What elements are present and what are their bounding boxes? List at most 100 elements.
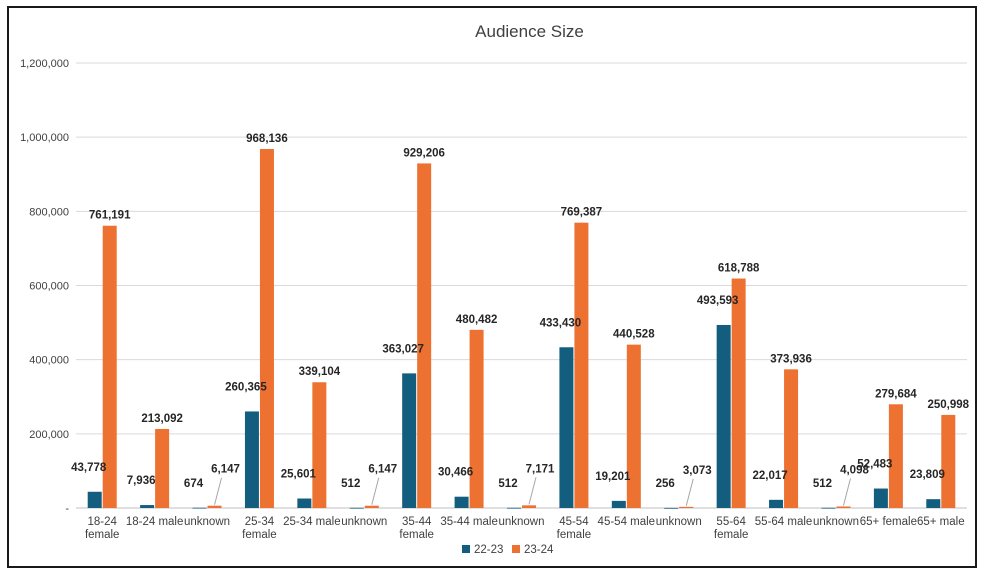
x-category-line: 65+ male [917, 516, 965, 528]
bar-23-24 [312, 382, 327, 508]
data-label-23-24: 6,147 [211, 464, 240, 476]
data-label-23-24: 761,191 [89, 210, 131, 222]
x-category-line: female [399, 529, 434, 541]
x-category-label: 65+ male [917, 516, 965, 528]
data-label-23-24: 4,098 [840, 464, 869, 476]
x-category-label: unknown [184, 516, 230, 528]
leader-line [371, 477, 380, 505]
bar-22-23 [716, 324, 731, 508]
data-label-23-24: 3,073 [683, 465, 712, 477]
x-category-label: 25-34 female [242, 516, 277, 541]
data-label-22-23: 25,601 [281, 469, 317, 481]
data-label-22-23: 512 [813, 478, 832, 490]
leader-line [842, 478, 851, 506]
x-category-line: 25-34 male [283, 516, 341, 528]
y-tick-label: - [65, 503, 69, 515]
x-category-line: 18-24 male [126, 516, 184, 528]
data-label-23-24: 339,104 [299, 366, 341, 378]
bar-22-23 [192, 507, 207, 509]
legend-label-22-23: 22-23 [474, 544, 503, 556]
x-category-line: 18-24 [87, 516, 117, 528]
data-label-22-23: 512 [341, 478, 360, 490]
bar-23-24 [784, 369, 799, 508]
bar-23-24 [364, 505, 379, 508]
x-category-line: unknown [341, 516, 387, 528]
leader-line [528, 477, 537, 505]
data-label-22-23: 22,017 [752, 470, 787, 482]
gridlines [76, 62, 967, 509]
data-label-22-23: 19,201 [595, 471, 631, 483]
bar-22-23 [821, 507, 836, 509]
data-label-22-23: 493,593 [697, 295, 739, 307]
data-label-22-23: 260,365 [225, 381, 267, 393]
bar-23-24 [522, 505, 536, 508]
x-category-line: 35-44 [402, 516, 432, 528]
x-category-line: female [242, 529, 277, 541]
bar-23-24 [207, 505, 222, 508]
x-category-label: unknown [656, 516, 702, 528]
y-axis-ticks: - 200,000 400,000 600,000 800,000 1,000,000 1,… [20, 58, 69, 515]
x-category-line: unknown [813, 516, 859, 528]
data-label-22-23: 674 [184, 478, 204, 490]
y-tick-label: 1,200,000 [20, 58, 69, 70]
leader-line [214, 477, 223, 505]
bar-23-24 [469, 329, 484, 508]
data-label-22-23: 363,027 [382, 343, 424, 355]
y-tick-label: 600,000 [29, 281, 69, 293]
bar-22-23 [559, 347, 574, 508]
data-label-23-24: 769,387 [561, 207, 603, 219]
bar-22-23 [873, 488, 888, 508]
bar-23-24 [155, 428, 170, 508]
legend-swatch-22-23 [462, 545, 470, 553]
y-tick-label: 800,000 [29, 206, 69, 218]
x-category-label: unknown [341, 516, 387, 528]
data-label-23-24: 618,788 [718, 263, 760, 275]
leader-line [685, 478, 694, 506]
data-label-23-24: 250,998 [928, 399, 970, 411]
x-category-label: 45-54 male [598, 516, 656, 528]
bar-23-24 [888, 404, 903, 508]
bar-23-24 [259, 148, 274, 508]
x-category-line: 45-54 [559, 516, 589, 528]
x-category-label: 45-54 female [557, 516, 592, 541]
x-category-line: unknown [184, 516, 230, 528]
x-category-line: 25-34 [245, 516, 275, 528]
data-labels: 43,778 761,191 7,936 213,092 674 6,147 260,365… [71, 133, 970, 506]
y-tick-label: 1,000,000 [20, 132, 69, 144]
bar-22-23 [244, 411, 259, 508]
bar-23-24 [941, 414, 956, 508]
bar-23-24 [574, 222, 589, 508]
data-label-23-24: 6,147 [368, 464, 397, 476]
bar-22-23 [664, 507, 679, 509]
data-label-23-24: 440,528 [613, 329, 655, 341]
data-label-22-23: 7,936 [127, 475, 156, 487]
bar-22-23 [926, 499, 941, 508]
data-label-23-24: 213,092 [141, 413, 183, 425]
bar-22-23 [349, 507, 364, 509]
data-label-23-24: 7,171 [526, 463, 555, 475]
bars [87, 148, 956, 509]
bar-22-23 [297, 498, 312, 508]
bar-chart: Audience Size - 200,000 400,000 600,000 800,… [20, 22, 970, 556]
data-label-22-23: 23,809 [910, 469, 945, 481]
x-category-line: female [557, 529, 592, 541]
bar-22-23 [454, 496, 469, 508]
x-category-label: 65+ female [860, 516, 917, 528]
x-category-line: unknown [656, 516, 702, 528]
bar-23-24 [626, 344, 641, 508]
x-category-label: 18-24 male [126, 516, 184, 528]
x-category-line: female [85, 529, 120, 541]
data-label-22-23: 256 [656, 478, 675, 490]
chart-frame: Audience Size - 200,000 400,000 600,000 800,… [7, 6, 977, 568]
bar-22-23 [611, 500, 626, 508]
legend-label-23-24: 23-24 [524, 544, 554, 556]
data-label-22-23: 43,778 [71, 462, 107, 474]
data-label-23-24: 480,482 [456, 314, 498, 326]
bar-23-24 [679, 506, 694, 508]
x-category-line: female [714, 529, 749, 541]
data-label-23-24: 279,684 [875, 388, 917, 400]
data-label-23-24: 929,206 [403, 147, 445, 159]
y-tick-label: 400,000 [29, 355, 69, 367]
x-category-label: unknown [813, 516, 859, 528]
